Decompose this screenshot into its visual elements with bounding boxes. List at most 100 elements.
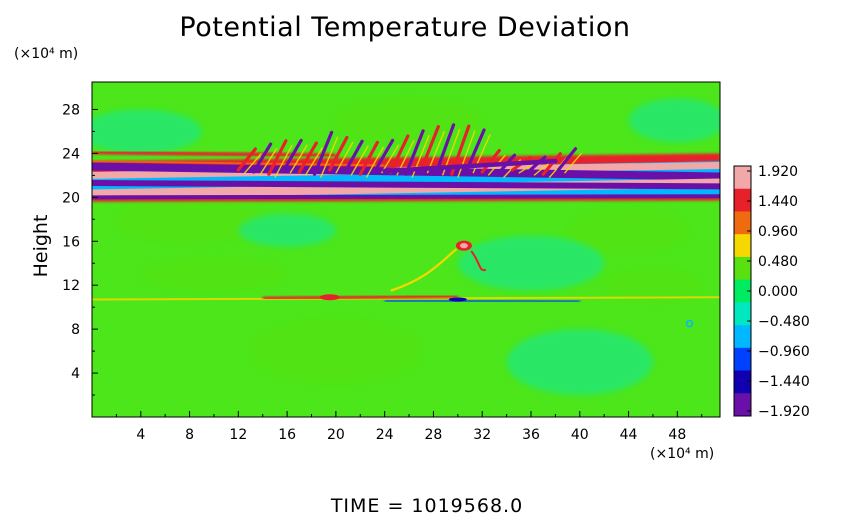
y-tick-label: 8: [71, 322, 80, 338]
y-axis-unit: (×10⁴ m): [14, 46, 79, 62]
colorbar-label: 0.000: [758, 284, 798, 300]
wave-finger: [365, 146, 385, 178]
colorbar-segment: [734, 279, 751, 303]
wave-finger: [274, 144, 293, 178]
wave-finger: [373, 138, 395, 172]
x-tick-label: 44: [620, 427, 638, 443]
plot-area: [92, 82, 720, 417]
wave-finger: [465, 128, 486, 172]
field-patch: [506, 329, 653, 396]
wave-finger: [404, 129, 425, 176]
y-axis: 4 8 12 16 20 24 28: [62, 102, 98, 396]
wave-finger: [389, 134, 410, 174]
colorbar-segment: [734, 256, 751, 281]
x-tick-label: 36: [522, 427, 540, 443]
field-patch: [140, 257, 288, 291]
field-patch: [567, 208, 690, 253]
wave-streak: [382, 158, 558, 174]
wave-finger: [541, 152, 562, 176]
wave-finger: [556, 147, 578, 172]
cold-layer: [384, 299, 580, 303]
y-tick-label: 16: [62, 234, 80, 250]
plume-tail: [390, 248, 458, 292]
colorbar-label: −1.440: [758, 374, 810, 390]
warm-layer: [262, 294, 458, 301]
y-tick-label: 4: [71, 366, 80, 382]
colorbar-segment: [734, 188, 751, 212]
wave-finger: [526, 155, 547, 174]
wave-finger: [434, 123, 456, 174]
colorbar-segment: [734, 166, 751, 190]
field-patch: [457, 235, 605, 291]
wave-finger: [358, 140, 379, 176]
y-tick-label: 28: [62, 102, 80, 118]
x-tick-label: 12: [229, 427, 247, 443]
x-tick-label: 24: [376, 427, 394, 443]
colorbar-label: 1.920: [758, 164, 798, 180]
wave-finger: [289, 144, 308, 174]
colorbar-segment: [734, 325, 751, 349]
colorbar-label: −0.480: [758, 314, 810, 330]
wave-finger: [267, 139, 288, 176]
cold-spot: [448, 297, 467, 302]
field-patch: [250, 318, 422, 385]
bottom-purple-band: [92, 194, 720, 200]
x-tick-label: 8: [185, 427, 194, 443]
upper-red-line: [92, 150, 336, 158]
x-tick-label: 32: [473, 427, 491, 443]
x-tick-label: 16: [278, 427, 296, 443]
field-patch: [92, 109, 202, 154]
x-tick-label: 4: [136, 427, 145, 443]
wave-finger: [328, 135, 349, 172]
time-label: TIME = 1019568.0: [330, 495, 524, 517]
colorbar-label: 0.960: [758, 224, 798, 240]
y-tick-label: 24: [62, 146, 80, 162]
wave-finger: [563, 152, 583, 174]
field-patch: [335, 98, 483, 143]
upper-orange-line: [92, 160, 385, 167]
plot-frame: [91, 81, 721, 418]
wave-finger: [419, 125, 440, 172]
colorbar-label: −1.920: [758, 404, 810, 420]
wave-finger: [335, 141, 354, 174]
colorbar-segment: [734, 347, 751, 372]
wave-finger: [319, 136, 339, 178]
x-tick-label: 40: [571, 427, 589, 443]
colorbar: 1.920 1.440 0.960 0.480 0.000 −0.480 −0.960 −1.…: [733, 164, 810, 420]
wave-finger: [312, 130, 334, 176]
colorbar-segment: [734, 302, 751, 326]
x-tick-label: 20: [327, 427, 345, 443]
field-patch: [628, 98, 720, 143]
colorbar-segment: [734, 370, 751, 394]
wave-finger: [251, 142, 273, 174]
field-patch: [116, 195, 263, 244]
x-tick-label: 28: [425, 427, 443, 443]
x-axis: 4 8 12 16 20 24 28 32 36 40 44 48: [115, 411, 703, 443]
y-tick-label: 20: [62, 190, 80, 206]
x-axis-unit: (×10⁴ m): [650, 446, 715, 462]
wave-finger: [457, 130, 476, 178]
warm-spot: [319, 294, 340, 301]
wave-finger: [480, 148, 501, 174]
wave-finger: [236, 147, 258, 172]
colorbar-segment: [734, 234, 751, 258]
wave-finger: [259, 148, 278, 176]
field-patch: [238, 213, 336, 247]
field-patch: [604, 268, 702, 302]
wave-finger: [343, 139, 364, 174]
colorbar-label: −0.960: [758, 344, 810, 360]
wave-finger: [533, 160, 552, 176]
plume-tail: [470, 250, 487, 272]
y-tick-label: 12: [62, 278, 80, 294]
wave-finger: [282, 138, 303, 172]
x-tick-label: 48: [668, 427, 686, 443]
wave-finger: [297, 141, 318, 174]
small-eddy: [685, 319, 694, 328]
middle-purple-band: [92, 180, 720, 190]
colorbar-label: 1.440: [758, 194, 798, 210]
colorbar-label: 0.480: [758, 254, 798, 270]
wave-finger: [304, 147, 324, 176]
colorbar-segment: [734, 211, 751, 235]
chart-title: Potential Temperature Deviation: [179, 12, 631, 43]
